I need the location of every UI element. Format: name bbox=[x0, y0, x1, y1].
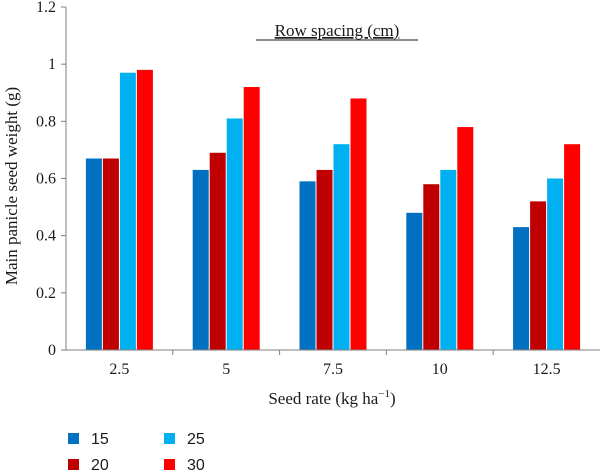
y-tick-label: 1.2 bbox=[36, 0, 56, 16]
legend-label-25: 25 bbox=[187, 431, 205, 448]
bar-20-10 bbox=[423, 184, 440, 350]
y-tick-label: 0.6 bbox=[36, 171, 56, 188]
x-tick-label: 7.5 bbox=[323, 361, 343, 378]
bar-15-10 bbox=[406, 212, 423, 350]
bar-15-5 bbox=[192, 169, 209, 350]
legend-label-15: 15 bbox=[91, 431, 109, 448]
bars-group bbox=[85, 69, 581, 351]
x-tick-label: 5 bbox=[222, 361, 230, 378]
x-axis-title-close: ) bbox=[390, 389, 396, 408]
y-axis-title: Main panicle seed weight (g) bbox=[2, 87, 21, 285]
bar-15-12.5 bbox=[513, 227, 530, 350]
legend-label-20: 20 bbox=[91, 457, 109, 473]
bar-25-10 bbox=[440, 169, 457, 350]
bar-30-2.5 bbox=[136, 69, 153, 350]
bar-20-12.5 bbox=[530, 201, 547, 350]
bar-25-12.5 bbox=[547, 178, 564, 350]
bar-15-7.5 bbox=[299, 181, 316, 350]
x-axis-title-superscript: −1 bbox=[378, 388, 390, 400]
legend-swatch-25 bbox=[164, 433, 175, 444]
x-tick-label: 10 bbox=[432, 361, 448, 378]
row-spacing-annotation: Row spacing (cm) bbox=[275, 21, 400, 40]
legend-swatch-30 bbox=[164, 459, 175, 470]
legend-swatch-20 bbox=[68, 459, 79, 470]
bar-20-7.5 bbox=[316, 169, 333, 350]
legend-swatch-15 bbox=[68, 433, 79, 444]
bar-30-7.5 bbox=[350, 98, 367, 350]
y-tick-label: 0 bbox=[48, 342, 56, 359]
bar-25-5 bbox=[226, 118, 243, 350]
bar-20-2.5 bbox=[102, 158, 119, 350]
bar-30-5 bbox=[243, 87, 260, 351]
axes-group: 0 0.2 0.4 0.6 0.8 1 1.2 2.5 5 7.5 10 12.5 bbox=[36, 0, 600, 378]
y-tick-label: 0.2 bbox=[36, 285, 56, 302]
bar-30-10 bbox=[457, 127, 474, 350]
bar-25-2.5 bbox=[119, 72, 136, 350]
bar-20-5 bbox=[209, 152, 226, 350]
legend: 15 20 25 30 bbox=[68, 431, 205, 473]
y-tick-label: 1 bbox=[48, 56, 56, 73]
y-tick-label: 0.8 bbox=[36, 113, 56, 130]
bar-15-2.5 bbox=[85, 158, 102, 350]
x-axis-title-main: Seed rate (kg ha bbox=[268, 389, 378, 408]
y-tick-label: 0.4 bbox=[36, 228, 56, 245]
x-axis-title: Seed rate (kg ha−1) bbox=[268, 388, 395, 408]
bar-30-12.5 bbox=[564, 144, 581, 350]
bar-25-7.5 bbox=[333, 144, 350, 350]
legend-label-30: 30 bbox=[187, 457, 205, 473]
x-tick-label: 12.5 bbox=[533, 361, 561, 378]
x-tick-label: 2.5 bbox=[109, 361, 129, 378]
